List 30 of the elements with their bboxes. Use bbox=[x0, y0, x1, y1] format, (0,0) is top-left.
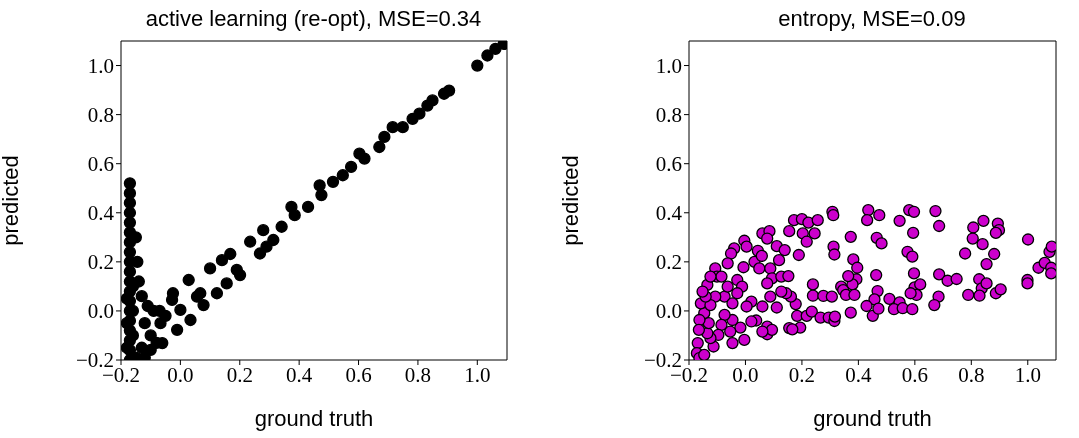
x-axis-title: ground truth bbox=[813, 406, 932, 431]
x-tick-label: 0.6 bbox=[901, 362, 928, 387]
x-tick-label: 0.2 bbox=[788, 362, 816, 387]
y-tick-label: 0.2 bbox=[87, 250, 114, 275]
x-tick-label: 0.8 bbox=[404, 362, 432, 387]
y-tick-label: 0.2 bbox=[655, 250, 682, 275]
x-tick-label: 0.0 bbox=[167, 362, 194, 387]
y-tick-label: 0.6 bbox=[87, 152, 114, 177]
chart-title: entropy, MSE=0.09 bbox=[777, 6, 967, 32]
x-tick-label: 1.0 bbox=[464, 362, 491, 387]
x-axis-title: ground truth bbox=[254, 406, 374, 431]
x-tick-label: 0.4 bbox=[845, 362, 873, 387]
y-tick-label: 0.4 bbox=[87, 201, 115, 226]
y-tick-label: 0.6 bbox=[655, 152, 682, 177]
x-tick-label: 0.6 bbox=[345, 362, 372, 387]
y-tick-label: 0.0 bbox=[87, 299, 114, 324]
x-tick-label: 0.4 bbox=[286, 362, 313, 387]
y-axis-title: predicted bbox=[0, 155, 23, 246]
y-tick-label: 0.8 bbox=[655, 103, 682, 128]
y-axis-title: predicted bbox=[557, 155, 583, 246]
y-tick-label: 0.0 bbox=[655, 299, 682, 324]
x-tick-label: 0.0 bbox=[732, 362, 759, 387]
y-tick-label: 1.0 bbox=[87, 53, 114, 78]
chart-title: active learning (re-opt), MSE=0.34 bbox=[144, 6, 483, 32]
x-tick-label: 1.0 bbox=[1014, 362, 1041, 387]
x-tick-label: 0.8 bbox=[958, 362, 985, 387]
y-tick-label: 0.4 bbox=[655, 201, 683, 226]
x-tick-label: 0.2 bbox=[226, 362, 253, 387]
y-tick-label: 1.0 bbox=[655, 53, 682, 78]
y-tick-label: 0.8 bbox=[87, 103, 114, 128]
